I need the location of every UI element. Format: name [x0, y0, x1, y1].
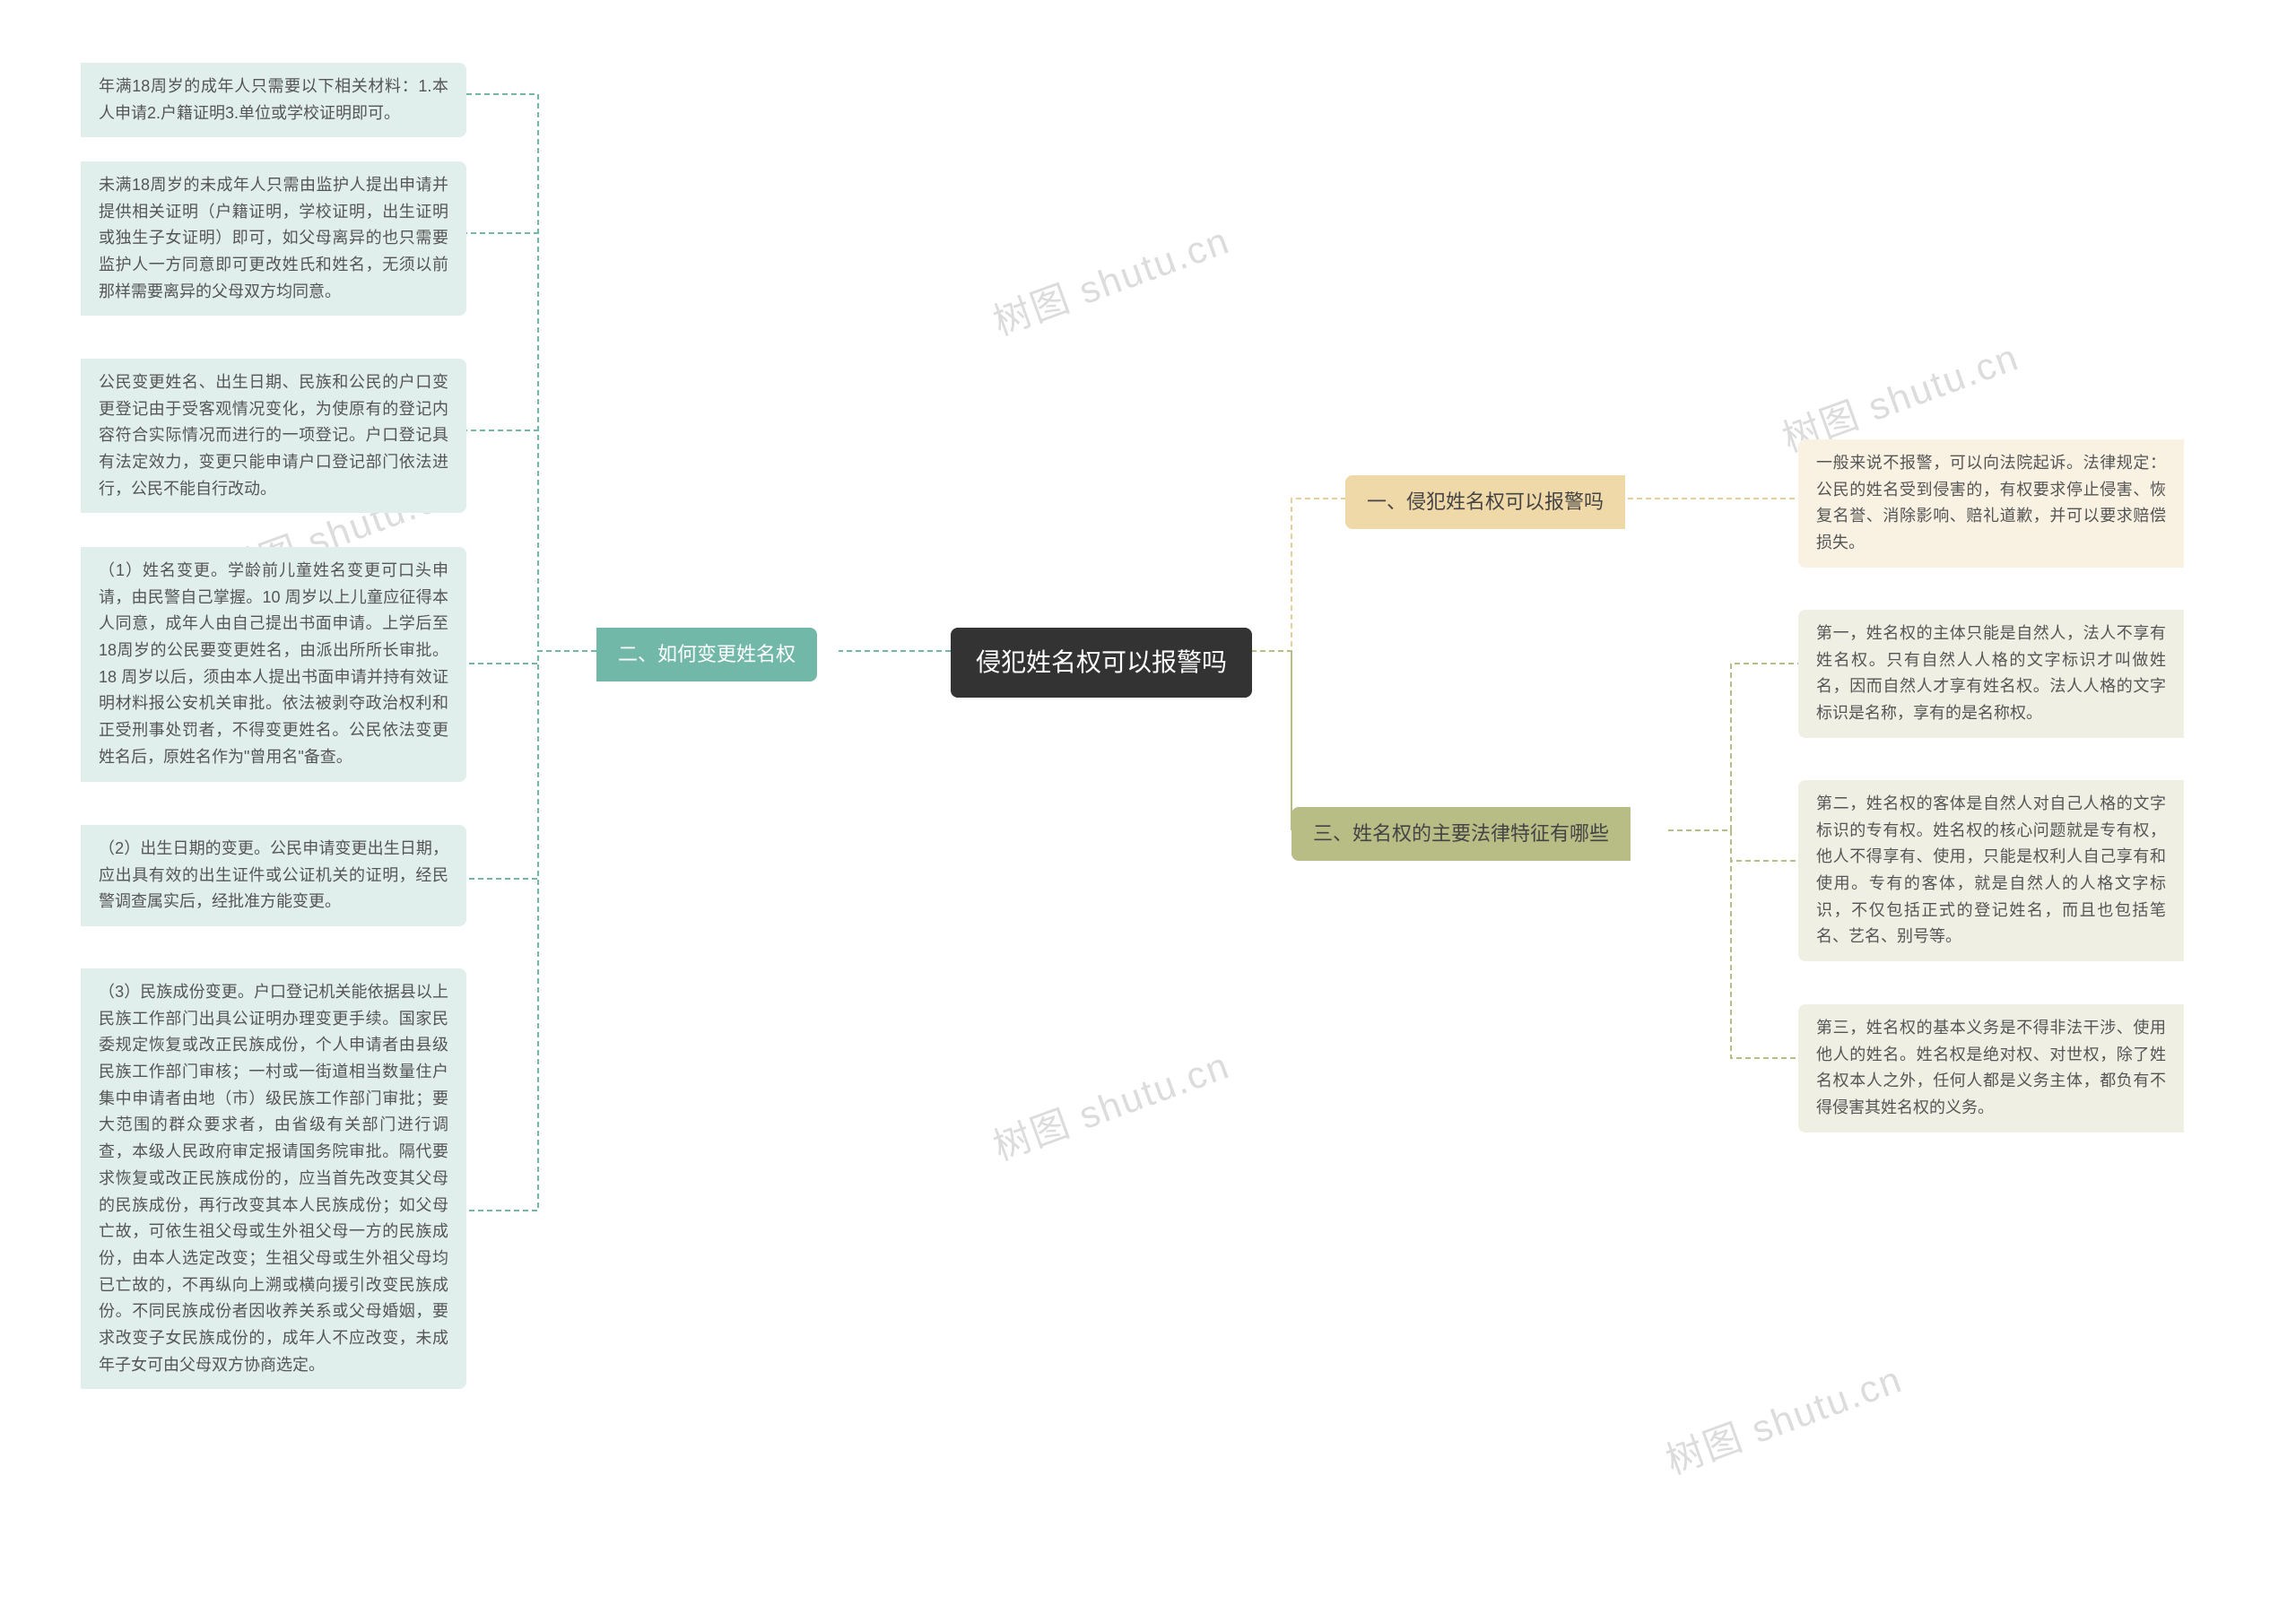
watermark: 树图 shutu.cn [985, 1036, 1237, 1172]
watermark: 树图 shutu.cn [1657, 1350, 1909, 1486]
leaf-3-2: 第二，姓名权的客体是自然人对自己人格的文字标识的专有权。姓名权的核心问题就是专有… [1798, 780, 2184, 961]
leaf-2-1: 年满18周岁的成年人只需要以下相关材料：1.本人申请2.户籍证明3.单位或学校证… [81, 63, 466, 137]
leaf-2-6: （3）民族成份变更。户口登记机关能依据县以上民族工作部门出具公证明办理变更手续。… [81, 968, 466, 1389]
branch-1: 一、侵犯姓名权可以报警吗 [1345, 475, 1625, 529]
branch-3: 三、姓名权的主要法律特征有哪些 [1292, 807, 1631, 861]
leaf-2-4: （1）姓名变更。学龄前儿童姓名变更可口头申请，由民警自己掌握。10 周岁以上儿童… [81, 547, 466, 782]
leaf-2-3: 公民变更姓名、出生日期、民族和公民的户口变更登记由于受客观情况变化，为使原有的登… [81, 359, 466, 513]
leaf-1-1: 一般来说不报警，可以向法院起诉。法律规定：公民的姓名受到侵害的，有权要求停止侵害… [1798, 439, 2184, 568]
leaf-2-2: 未满18周岁的未成年人只需由监护人提出申请并提供相关证明（户籍证明，学校证明，出… [81, 161, 466, 316]
root-node: 侵犯姓名权可以报警吗 [951, 628, 1252, 698]
leaf-2-5: （2）出生日期的变更。公民申请变更出生日期，应出具有效的出生证件或公证机关的证明… [81, 825, 466, 926]
watermark: 树图 shutu.cn [985, 211, 1237, 347]
leaf-3-3: 第三，姓名权的基本义务是不得非法干涉、使用他人的姓名。姓名权是绝对权、对世权，除… [1798, 1004, 2184, 1133]
branch-2: 二、如何变更姓名权 [596, 628, 817, 681]
leaf-3-1: 第一，姓名权的主体只能是自然人，法人不享有姓名权。只有自然人人格的文字标识才叫做… [1798, 610, 2184, 738]
